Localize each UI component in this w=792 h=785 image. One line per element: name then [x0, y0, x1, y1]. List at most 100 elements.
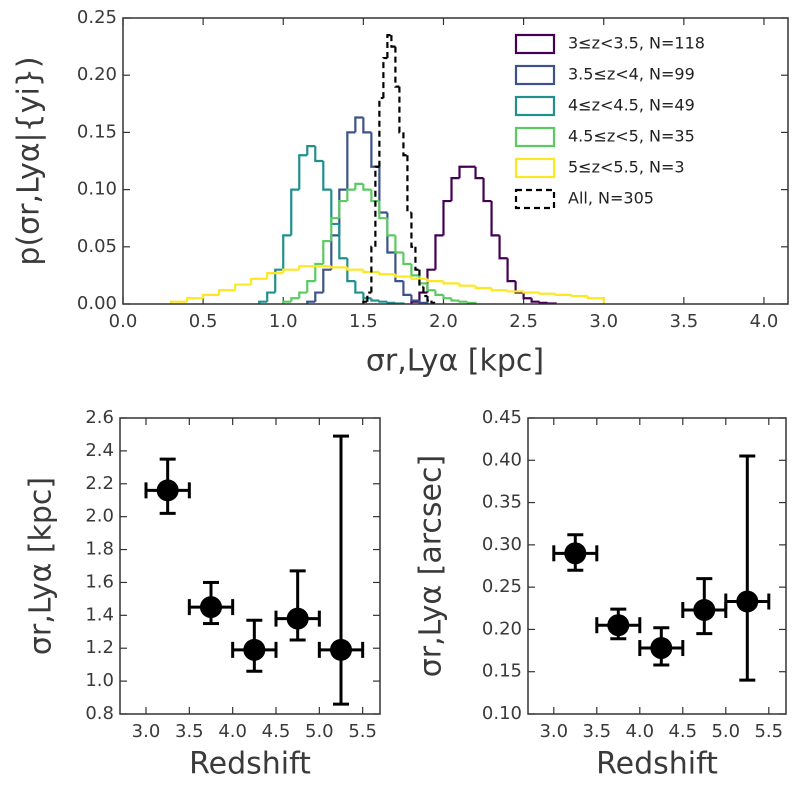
histogram-step [442, 281, 460, 285]
histogram-step [458, 165, 468, 179]
x-axis-label: σr,Lyα [kpc] [366, 344, 544, 379]
histogram-step [362, 292, 372, 300]
histogram-step [386, 34, 392, 59]
legend-label: All, N=305 [568, 189, 654, 208]
histogram-step [346, 188, 356, 202]
y-tick-label: 0.35 [482, 492, 522, 513]
histogram-step [554, 293, 572, 296]
x-tick-label: 4.0 [750, 311, 779, 332]
legend-swatch [514, 33, 556, 55]
x-tick-label: 5.0 [305, 721, 334, 742]
histogram-step [430, 300, 437, 304]
histogram-step [362, 269, 380, 274]
data-point [156, 479, 179, 502]
histogram-step [410, 263, 420, 277]
histogram-step [298, 154, 308, 190]
y-tick-label: 0.30 [482, 534, 522, 555]
histogram-step [450, 298, 460, 302]
histogram-step [378, 166, 388, 214]
x-tick-label: 3.0 [539, 721, 568, 742]
y-tick-label: 2.4 [85, 440, 114, 461]
histogram-step [422, 286, 428, 298]
histogram-step [386, 218, 396, 237]
x-tick-label: 5.5 [754, 721, 783, 742]
histogram-step [434, 234, 444, 270]
histogram-step [394, 252, 404, 283]
histogram-step [282, 268, 300, 274]
histogram-step [346, 267, 364, 271]
y-tick-label: 0.00 [77, 293, 117, 314]
legend-label: 4≤z<4.5, N=49 [568, 96, 695, 115]
y-tick-label: 2.6 [85, 407, 114, 428]
data-point [243, 638, 266, 661]
y-tick-label: 1.4 [85, 604, 114, 625]
histogram-step [218, 289, 236, 295]
histogram-step [490, 287, 508, 292]
histogram-step [322, 268, 332, 293]
y-tick-label: 0.25 [77, 7, 117, 28]
histogram-step [338, 199, 348, 219]
histogram-step [266, 272, 284, 279]
histogram-step [169, 300, 188, 304]
x-tick-label: 4.5 [262, 721, 291, 742]
histogram-step [306, 280, 316, 293]
histogram-step [250, 277, 268, 285]
histogram-step [314, 291, 324, 302]
histogram-step [426, 295, 432, 302]
y-tick-label: 1.2 [85, 637, 114, 658]
y-tick-label: 0.40 [482, 449, 522, 470]
histogram-step [322, 161, 332, 191]
plot-frame [119, 417, 381, 715]
histogram-step [538, 301, 548, 304]
legend-swatch [514, 64, 556, 86]
histogram-step [414, 246, 420, 271]
histogram-step [474, 166, 484, 180]
histogram-step [234, 283, 252, 291]
histogram-step [410, 212, 416, 248]
histogram-step [506, 290, 524, 293]
histogram-step [378, 96, 384, 167]
y-axis-label: p(σr,Lyα|{yi}) [12, 56, 47, 265]
y-tick-label: 0.15 [482, 661, 522, 682]
histogram-step [338, 223, 348, 260]
panel: 0.0 0.5 1.0 1.5 2.0 2.5 3.0 3.5 4.0 0.00 0.05 0.10 0… [12, 7, 789, 379]
y-tick-label: 0.25 [482, 576, 522, 597]
legend-swatch [514, 126, 556, 148]
x-tick-label: 4.0 [218, 721, 247, 742]
x-axis-label: Redshift [189, 747, 311, 782]
x-tick-label: 3.5 [175, 721, 204, 742]
legend-swatch [514, 95, 556, 117]
histogram-step [410, 294, 420, 302]
histogram-step [298, 291, 308, 299]
histogram-step [398, 86, 404, 134]
histogram-step [346, 131, 356, 190]
data-point [286, 607, 309, 630]
histogram-step [418, 269, 424, 288]
histogram-step [378, 201, 388, 220]
histogram-step [378, 300, 388, 303]
histogram-step [346, 258, 356, 283]
histogram-step [570, 294, 588, 298]
data-point [607, 614, 630, 637]
histogram-step [202, 293, 220, 299]
histogram-step [282, 234, 292, 270]
histogram-step [586, 295, 605, 304]
histogram-step [406, 155, 412, 214]
histogram-step [498, 235, 508, 260]
histogram-step [442, 199, 452, 236]
x-tick-label: 3.0 [589, 311, 618, 332]
legend-label: 4.5≤z<5, N=35 [568, 127, 695, 146]
histogram-step [298, 265, 316, 270]
histogram-step [450, 177, 460, 202]
histogram-step [474, 285, 492, 290]
histogram-step [506, 258, 516, 283]
x-tick-label: 4.0 [625, 721, 654, 742]
legend-label: 5≤z<5.5, N=3 [568, 158, 685, 177]
x-tick-label: 3.0 [132, 721, 161, 742]
histogram-step [370, 189, 380, 203]
data-point [200, 596, 222, 619]
histogram-step [330, 217, 340, 242]
histogram-step [458, 300, 468, 303]
histogram-step [490, 201, 500, 237]
x-tick-label: 3.5 [670, 311, 699, 332]
